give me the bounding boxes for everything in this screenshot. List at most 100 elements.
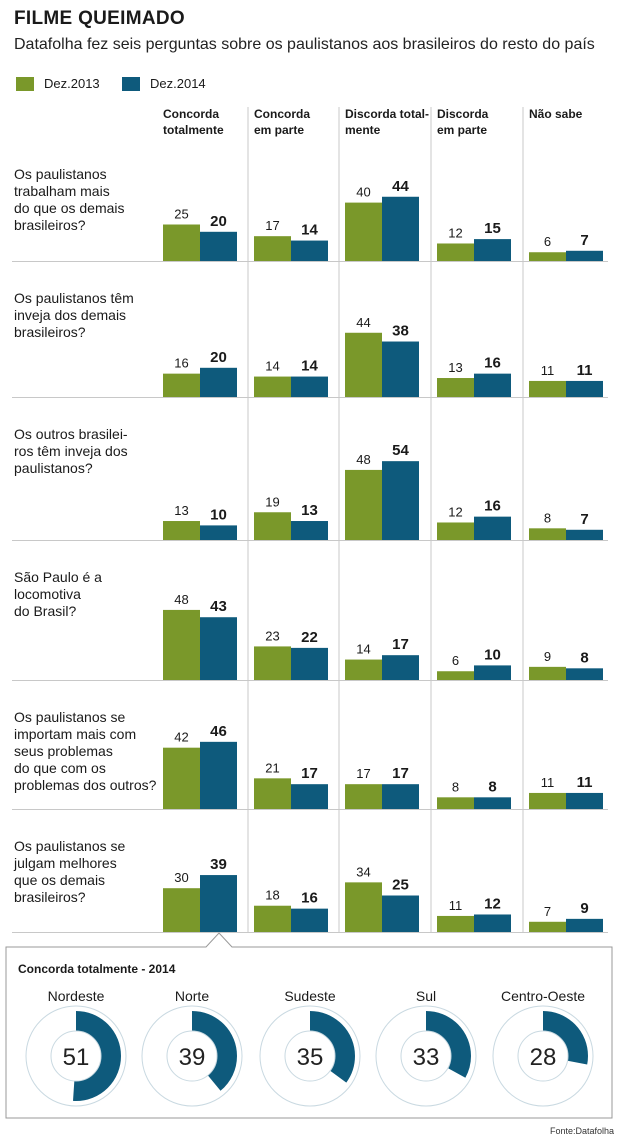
question-label: trabalham mais — [14, 183, 110, 199]
question-label: Os paulistanos se — [14, 709, 125, 725]
bar-dez2013 — [254, 905, 291, 932]
bar-dez2014 — [474, 665, 511, 680]
bar-dez2014 — [291, 908, 328, 932]
bar-value-dez2013: 14 — [265, 359, 279, 374]
region-label: Norte — [175, 988, 209, 1004]
bar-value-dez2014: 7 — [580, 232, 588, 249]
bar-dez2014 — [474, 516, 511, 540]
bar-dez2013 — [529, 252, 566, 261]
donut-value-label: 39 — [179, 1044, 206, 1071]
column-header: Concorda — [163, 107, 219, 121]
bar-dez2014 — [474, 914, 511, 932]
bar-value-dez2014: 43 — [210, 598, 227, 615]
bar-dez2014 — [200, 617, 237, 680]
bar-dez2013 — [345, 202, 382, 261]
bar-dez2014 — [200, 367, 237, 397]
donut-center — [517, 1030, 569, 1082]
bar-value-dez2013: 21 — [265, 760, 279, 775]
bar-dez2014 — [291, 376, 328, 397]
bar-dez2013 — [437, 915, 474, 932]
bar-value-dez2014: 13 — [301, 502, 318, 519]
bar-value-dez2013: 13 — [174, 503, 188, 518]
bar-dez2014 — [200, 741, 237, 809]
bar-dez2014 — [382, 341, 419, 397]
bar-value-dez2014: 10 — [210, 506, 227, 523]
bar-dez2014 — [200, 875, 237, 932]
question-label: Os outros brasilei- — [14, 426, 128, 442]
question-label: brasileiros? — [14, 217, 86, 233]
bar-value-dez2014: 17 — [392, 636, 409, 653]
bar-dez2013 — [254, 236, 291, 261]
bar-value-dez2014: 16 — [484, 355, 501, 372]
bar-dez2014 — [566, 250, 603, 261]
regional-panel-title: Concorda totalmente - 2014 — [18, 962, 176, 976]
bar-dez2013 — [437, 378, 474, 397]
bar-dez2013 — [345, 882, 382, 932]
bar-dez2014 — [382, 461, 419, 540]
column-header: Discorda — [437, 107, 489, 121]
question-label: importam mais com — [14, 726, 136, 742]
bar-value-dez2013: 14 — [356, 642, 370, 657]
bar-value-dez2013: 23 — [265, 628, 279, 643]
donut-value-arc — [498, 1011, 588, 1101]
bar-value-dez2013: 17 — [265, 218, 279, 233]
bar-value-dez2014: 9 — [580, 900, 588, 917]
legend-swatch-dez2014 — [122, 76, 140, 91]
bar-value-dez2014: 10 — [484, 646, 501, 663]
bar-value-dez2014: 17 — [392, 765, 409, 782]
column-header: totalmente — [163, 123, 224, 137]
bar-value-dez2013: 16 — [174, 356, 188, 371]
legend-swatch-dez2013 — [16, 76, 34, 91]
region-label: Sul — [416, 988, 436, 1004]
bar-dez2013 — [163, 609, 200, 680]
bar-dez2013 — [529, 528, 566, 540]
bar-dez2014 — [291, 240, 328, 261]
bar-value-dez2013: 34 — [356, 864, 370, 879]
bar-dez2013 — [529, 921, 566, 932]
donut-value-arc — [31, 1011, 121, 1101]
bar-dez2013 — [163, 373, 200, 397]
donut-center — [166, 1030, 218, 1082]
bar-value-dez2014: 39 — [210, 856, 227, 873]
bar-value-dez2014: 15 — [484, 220, 501, 237]
chart-title: FILME QUEIMADO — [14, 8, 185, 29]
question-label: Os paulistanos — [14, 166, 107, 182]
question-label: locomotiva — [14, 586, 81, 602]
bar-value-dez2014: 8 — [488, 778, 496, 795]
bar-dez2013 — [437, 797, 474, 809]
column-header: Não sabe — [529, 107, 583, 121]
bar-dez2013 — [163, 888, 200, 932]
donut-value-arc — [147, 1011, 237, 1101]
bar-dez2014 — [382, 895, 419, 932]
bar-value-dez2014: 12 — [484, 895, 501, 912]
bar-dez2013 — [345, 469, 382, 540]
bar-dez2014 — [474, 239, 511, 261]
bar-value-dez2014: 11 — [577, 362, 593, 379]
bar-dez2014 — [474, 373, 511, 397]
bar-value-dez2014: 7 — [580, 511, 588, 528]
bar-dez2014 — [474, 797, 511, 809]
bar-dez2013 — [437, 243, 474, 261]
bar-dez2013 — [254, 778, 291, 809]
bar-value-dez2014: 11 — [577, 774, 593, 791]
bar-dez2013 — [529, 380, 566, 397]
question-label: seus problemas — [14, 743, 113, 759]
column-header: em parte — [254, 123, 304, 137]
bar-value-dez2014: 22 — [301, 629, 318, 646]
bar-dez2013 — [437, 671, 474, 680]
question-label: que os demais — [14, 872, 105, 888]
donut-value-label: 35 — [297, 1044, 324, 1071]
bar-value-dez2013: 40 — [356, 185, 370, 200]
bar-value-dez2014: 16 — [484, 498, 501, 515]
bar-dez2014 — [291, 521, 328, 540]
bar-value-dez2013: 12 — [448, 504, 462, 519]
bar-value-dez2013: 12 — [448, 225, 462, 240]
bar-dez2014 — [200, 525, 237, 540]
bar-value-dez2014: 20 — [210, 213, 227, 230]
donut-value-label: 28 — [530, 1044, 557, 1071]
column-header: Concorda — [254, 107, 310, 121]
bar-value-dez2013: 30 — [174, 870, 188, 885]
legend-label-dez2014: Dez.2014 — [150, 76, 206, 91]
bar-dez2014 — [566, 668, 603, 680]
